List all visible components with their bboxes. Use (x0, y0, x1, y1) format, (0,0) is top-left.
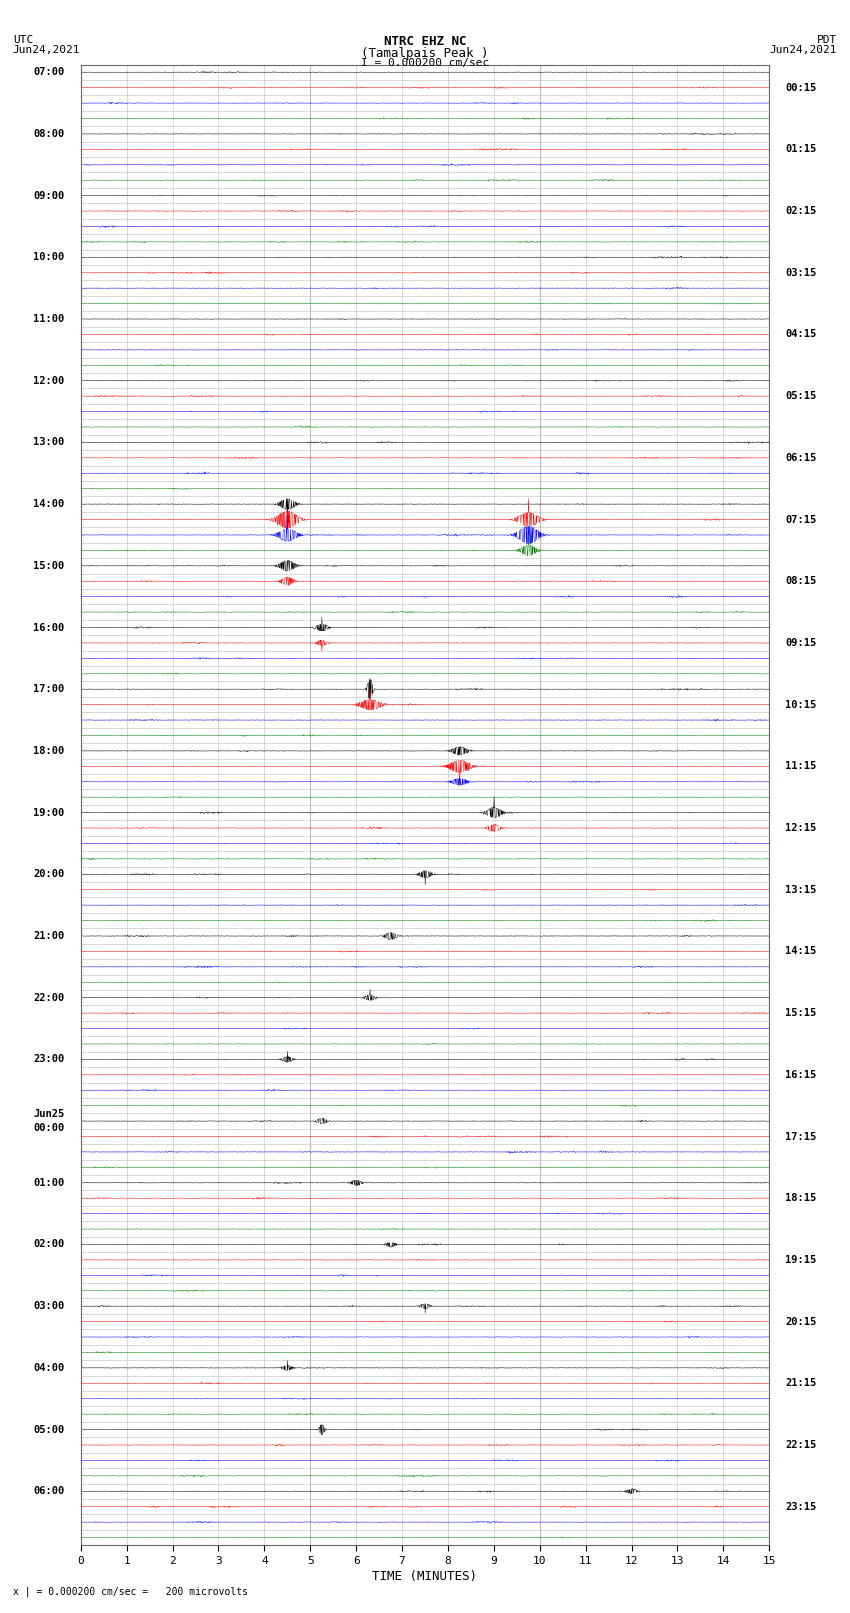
Text: 18:00: 18:00 (33, 745, 65, 756)
Text: 23:00: 23:00 (33, 1055, 65, 1065)
Text: 02:00: 02:00 (33, 1239, 65, 1250)
Text: 18:15: 18:15 (785, 1194, 817, 1203)
Text: PDT: PDT (817, 35, 837, 45)
Text: 16:00: 16:00 (33, 623, 65, 632)
Text: 05:00: 05:00 (33, 1424, 65, 1434)
Text: 12:15: 12:15 (785, 823, 817, 832)
Text: 20:15: 20:15 (785, 1316, 817, 1326)
Text: Jun24,2021: Jun24,2021 (13, 45, 80, 55)
Text: 10:00: 10:00 (33, 252, 65, 263)
Text: 08:15: 08:15 (785, 576, 817, 586)
Text: 21:00: 21:00 (33, 931, 65, 940)
Text: 21:15: 21:15 (785, 1378, 817, 1389)
Text: 07:15: 07:15 (785, 515, 817, 524)
Text: 04:15: 04:15 (785, 329, 817, 339)
Text: 08:00: 08:00 (33, 129, 65, 139)
Text: 01:00: 01:00 (33, 1177, 65, 1187)
Text: 03:15: 03:15 (785, 268, 817, 277)
Text: 11:15: 11:15 (785, 761, 817, 771)
Text: 15:00: 15:00 (33, 561, 65, 571)
Text: 09:15: 09:15 (785, 637, 817, 648)
Text: 02:15: 02:15 (785, 206, 817, 216)
Text: 19:00: 19:00 (33, 808, 65, 818)
Text: 22:00: 22:00 (33, 992, 65, 1003)
Text: x | = 0.000200 cm/sec =   200 microvolts: x | = 0.000200 cm/sec = 200 microvolts (13, 1586, 247, 1597)
Text: 12:00: 12:00 (33, 376, 65, 386)
Text: 20:00: 20:00 (33, 869, 65, 879)
Text: 06:00: 06:00 (33, 1486, 65, 1497)
Text: 09:00: 09:00 (33, 190, 65, 200)
Text: 11:00: 11:00 (33, 315, 65, 324)
Text: 15:15: 15:15 (785, 1008, 817, 1018)
Text: 16:15: 16:15 (785, 1069, 817, 1079)
Text: 17:15: 17:15 (785, 1131, 817, 1142)
Text: 01:15: 01:15 (785, 144, 817, 155)
Text: 04:00: 04:00 (33, 1363, 65, 1373)
Text: 13:00: 13:00 (33, 437, 65, 447)
Text: 14:00: 14:00 (33, 498, 65, 510)
Text: 00:15: 00:15 (785, 82, 817, 92)
X-axis label: TIME (MINUTES): TIME (MINUTES) (372, 1569, 478, 1582)
Text: 19:15: 19:15 (785, 1255, 817, 1265)
Text: 10:15: 10:15 (785, 700, 817, 710)
Text: 06:15: 06:15 (785, 453, 817, 463)
Text: NTRC EHZ NC: NTRC EHZ NC (383, 35, 467, 48)
Text: Jun25: Jun25 (33, 1108, 65, 1119)
Text: I = 0.000200 cm/sec: I = 0.000200 cm/sec (361, 58, 489, 68)
Text: 22:15: 22:15 (785, 1440, 817, 1450)
Text: 23:15: 23:15 (785, 1502, 817, 1511)
Text: 14:15: 14:15 (785, 947, 817, 957)
Text: 03:00: 03:00 (33, 1302, 65, 1311)
Text: 05:15: 05:15 (785, 390, 817, 402)
Text: UTC: UTC (13, 35, 33, 45)
Text: 07:00: 07:00 (33, 68, 65, 77)
Text: Jun24,2021: Jun24,2021 (770, 45, 837, 55)
Text: 13:15: 13:15 (785, 884, 817, 895)
Text: 17:00: 17:00 (33, 684, 65, 694)
Text: (Tamalpais Peak ): (Tamalpais Peak ) (361, 47, 489, 60)
Text: 00:00: 00:00 (33, 1123, 65, 1134)
